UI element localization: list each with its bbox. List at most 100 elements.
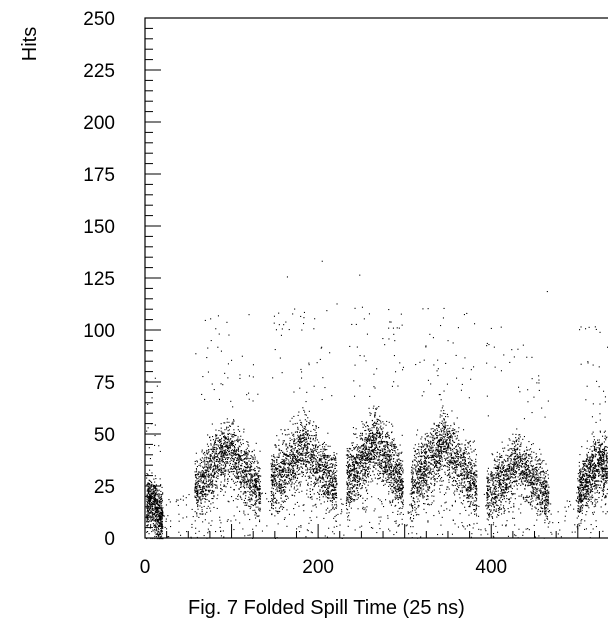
data-point [389, 460, 391, 462]
data-point [329, 491, 331, 493]
data-point [228, 471, 230, 473]
data-point [363, 424, 365, 426]
data-point [475, 508, 477, 510]
data-point [246, 473, 248, 475]
data-point [149, 488, 151, 490]
data-point [355, 457, 357, 459]
data-point [284, 501, 286, 503]
data-point [390, 476, 392, 478]
data-point [161, 514, 163, 516]
data-point [155, 507, 157, 509]
data-point [205, 488, 207, 490]
data-point [315, 432, 317, 434]
data-point [368, 466, 370, 468]
data-point [329, 497, 331, 499]
data-point [392, 449, 394, 451]
data-point [271, 455, 273, 457]
data-point [304, 455, 306, 457]
data-point [273, 460, 275, 462]
data-point [393, 466, 395, 468]
data-point [396, 459, 398, 461]
data-point [274, 480, 276, 482]
data-point [156, 533, 158, 535]
data-point [384, 458, 386, 460]
data-point [200, 502, 202, 504]
data-point [294, 442, 296, 444]
data-point [252, 475, 254, 477]
data-point [330, 459, 332, 461]
data-point [211, 383, 213, 385]
data-point [146, 521, 148, 523]
data-point [383, 453, 385, 455]
data-point [370, 446, 372, 448]
data-point [388, 485, 390, 487]
data-point [364, 463, 366, 465]
data-point [330, 458, 332, 460]
data-point [354, 468, 356, 470]
data-point [250, 491, 252, 493]
data-point [379, 436, 381, 438]
data-point [293, 472, 295, 474]
data-point [244, 487, 246, 489]
data-point [360, 470, 362, 472]
data-point [249, 488, 251, 490]
data-point [259, 498, 261, 500]
data-point [195, 476, 197, 478]
data-point [205, 493, 207, 495]
data-point [223, 451, 225, 453]
data-point [150, 499, 152, 501]
data-point [280, 487, 282, 489]
data-point [392, 500, 394, 502]
data-point [325, 467, 327, 469]
data-point [281, 508, 283, 510]
data-point [226, 483, 228, 485]
data-point [253, 486, 255, 488]
data-point [244, 452, 246, 454]
data-point [247, 513, 249, 515]
data-point [219, 459, 221, 461]
data-point [353, 476, 355, 478]
data-point [384, 447, 386, 449]
data-point [250, 455, 252, 457]
data-point [286, 455, 288, 457]
data-point [257, 481, 259, 483]
data-point [286, 509, 288, 511]
data-point [255, 482, 257, 484]
data-point [198, 516, 200, 518]
data-point [311, 460, 313, 462]
data-point [402, 486, 404, 488]
data-point [194, 487, 196, 489]
data-point [389, 442, 391, 444]
data-point [224, 429, 226, 431]
data-point [199, 497, 201, 499]
data-point [232, 455, 234, 457]
data-point [382, 431, 384, 433]
data-point [199, 476, 201, 478]
data-point [275, 507, 277, 509]
data-point [328, 471, 330, 473]
data-point [254, 473, 256, 475]
data-point [279, 484, 281, 486]
data-point [275, 492, 277, 494]
data-point [348, 512, 350, 514]
data-point [385, 465, 387, 467]
data-point [372, 458, 374, 460]
data-point [214, 446, 216, 448]
data-point [214, 484, 216, 486]
data-point [249, 483, 251, 485]
data-point [351, 468, 353, 470]
data-point [381, 454, 383, 456]
data-point [153, 491, 155, 493]
data-point [351, 501, 353, 503]
data-point [376, 420, 378, 422]
data-point [387, 481, 389, 483]
data-point [393, 477, 395, 479]
data-point [350, 468, 352, 470]
data-point [384, 469, 386, 471]
data-point [348, 501, 350, 503]
data-point [233, 434, 235, 436]
data-point [200, 473, 202, 475]
data-point [224, 470, 226, 472]
data-point [248, 460, 250, 462]
data-point [320, 451, 322, 453]
